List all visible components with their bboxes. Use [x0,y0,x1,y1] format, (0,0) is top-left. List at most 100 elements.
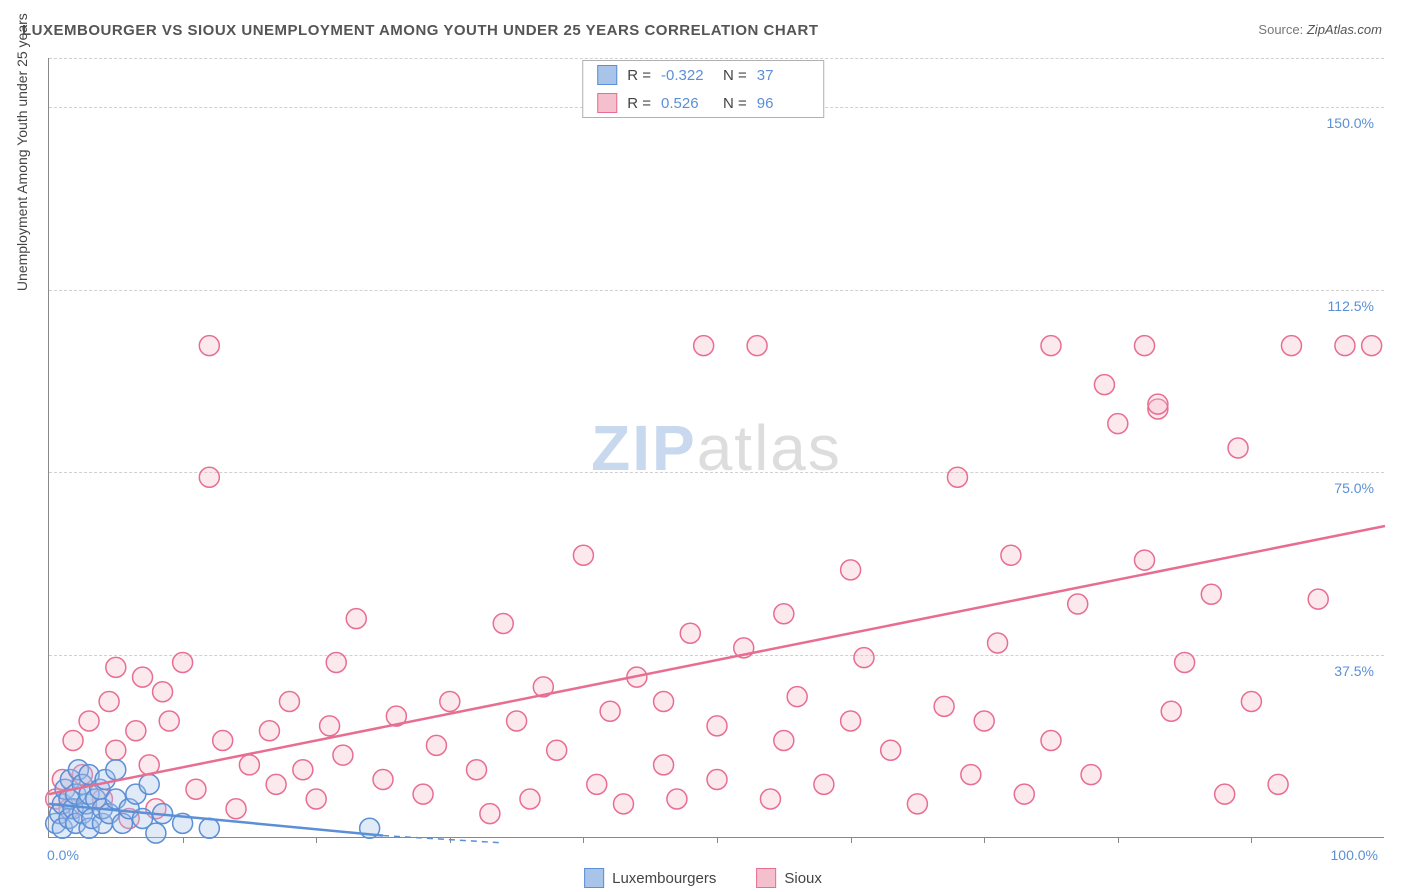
scatter-point [63,731,83,751]
scatter-point [326,653,346,673]
legend-n-value: 37 [757,67,809,84]
scatter-point [1108,414,1128,434]
scatter-point [106,760,126,780]
scatter-point [346,609,366,629]
scatter-point [186,779,206,799]
xtick [1251,837,1252,843]
scatter-point [413,784,433,804]
scatter-point [99,692,119,712]
scatter-point [881,740,901,760]
scatter-point [199,336,219,356]
scatter-point [547,740,567,760]
legend-swatch [756,868,776,888]
scatter-point [814,774,834,794]
xtick [984,837,985,843]
scatter-point [1335,336,1355,356]
scatter-point [126,721,146,741]
scatter-point [520,789,540,809]
scatter-point [146,823,166,843]
scatter-point [1201,584,1221,604]
legend-n-value: 96 [757,95,809,112]
source-value: ZipAtlas.com [1307,22,1382,37]
scatter-point [654,692,674,712]
scatter-point [293,760,313,780]
chart-title: LUXEMBOURGER VS SIOUX UNEMPLOYMENT AMONG… [22,22,819,39]
scatter-point [306,789,326,809]
scatter-point [774,604,794,624]
scatter-point [106,657,126,677]
scatter-point [173,653,193,673]
legend-n-label: N = [723,95,747,112]
scatter-point [1215,784,1235,804]
scatter-point [199,818,219,838]
legend-series: Luxembourgers Sioux [584,868,822,888]
scatter-point [159,711,179,731]
scatter-point [153,682,173,702]
scatter-point [947,467,967,487]
scatter-point [854,648,874,668]
legend-r-value: -0.322 [661,67,713,84]
scatter-point [573,545,593,565]
xtick [851,837,852,843]
scatter-point [1268,774,1288,794]
scatter-point [707,716,727,736]
scatter-point [493,614,513,634]
legend-r-label: R = [627,95,651,112]
scatter-point [667,789,687,809]
scatter-point [654,755,674,775]
legend-r-value: 0.526 [661,95,713,112]
scatter-point [213,731,233,751]
scatter-point [320,716,340,736]
scatter-point [747,336,767,356]
scatter-point [426,735,446,755]
scatter-point [1241,692,1261,712]
xtick-label: 100.0% [1331,847,1378,863]
scatter-point [1001,545,1021,565]
scatter-point [239,755,259,775]
xtick [583,837,584,843]
legend-series-label: Luxembourgers [612,870,716,887]
scatter-point [106,740,126,760]
scatter-point [841,711,861,731]
scatter-point [1228,438,1248,458]
plot-area: ZIPatlas 37.5%75.0%112.5%150.0%0.0%100.0… [48,58,1384,838]
scatter-point [1094,375,1114,395]
legend-correlation-row: R = -0.322 N = 37 [583,61,823,89]
scatter-point [1175,653,1195,673]
legend-n-label: N = [723,67,747,84]
scatter-point [279,692,299,712]
scatter-point [199,467,219,487]
scatter-point [1362,336,1382,356]
legend-r-label: R = [627,67,651,84]
trend-line [383,836,503,843]
scatter-point [600,701,620,721]
scatter-point [440,692,460,712]
scatter-point [1135,336,1155,356]
legend-series-item: Luxembourgers [584,868,716,888]
scatter-point [1281,336,1301,356]
scatter-point [907,794,927,814]
source-attribution: Source: ZipAtlas.com [1258,22,1382,37]
scatter-point [934,696,954,716]
scatter-point [373,770,393,790]
xtick [183,837,184,843]
scatter-point [1068,594,1088,614]
chart-svg [49,58,1384,837]
scatter-point [988,633,1008,653]
xtick [1118,837,1119,843]
scatter-point [1014,784,1034,804]
scatter-point [1135,550,1155,570]
legend-series-item: Sioux [756,868,822,888]
legend-series-label: Sioux [784,870,822,887]
scatter-point [587,774,607,794]
xtick [316,837,317,843]
scatter-point [507,711,527,731]
scatter-point [1041,731,1061,751]
scatter-point [613,794,633,814]
scatter-point [774,731,794,751]
scatter-point [133,667,153,687]
scatter-point [259,721,279,741]
scatter-point [226,799,246,819]
scatter-point [841,560,861,580]
legend-swatch [597,93,617,113]
